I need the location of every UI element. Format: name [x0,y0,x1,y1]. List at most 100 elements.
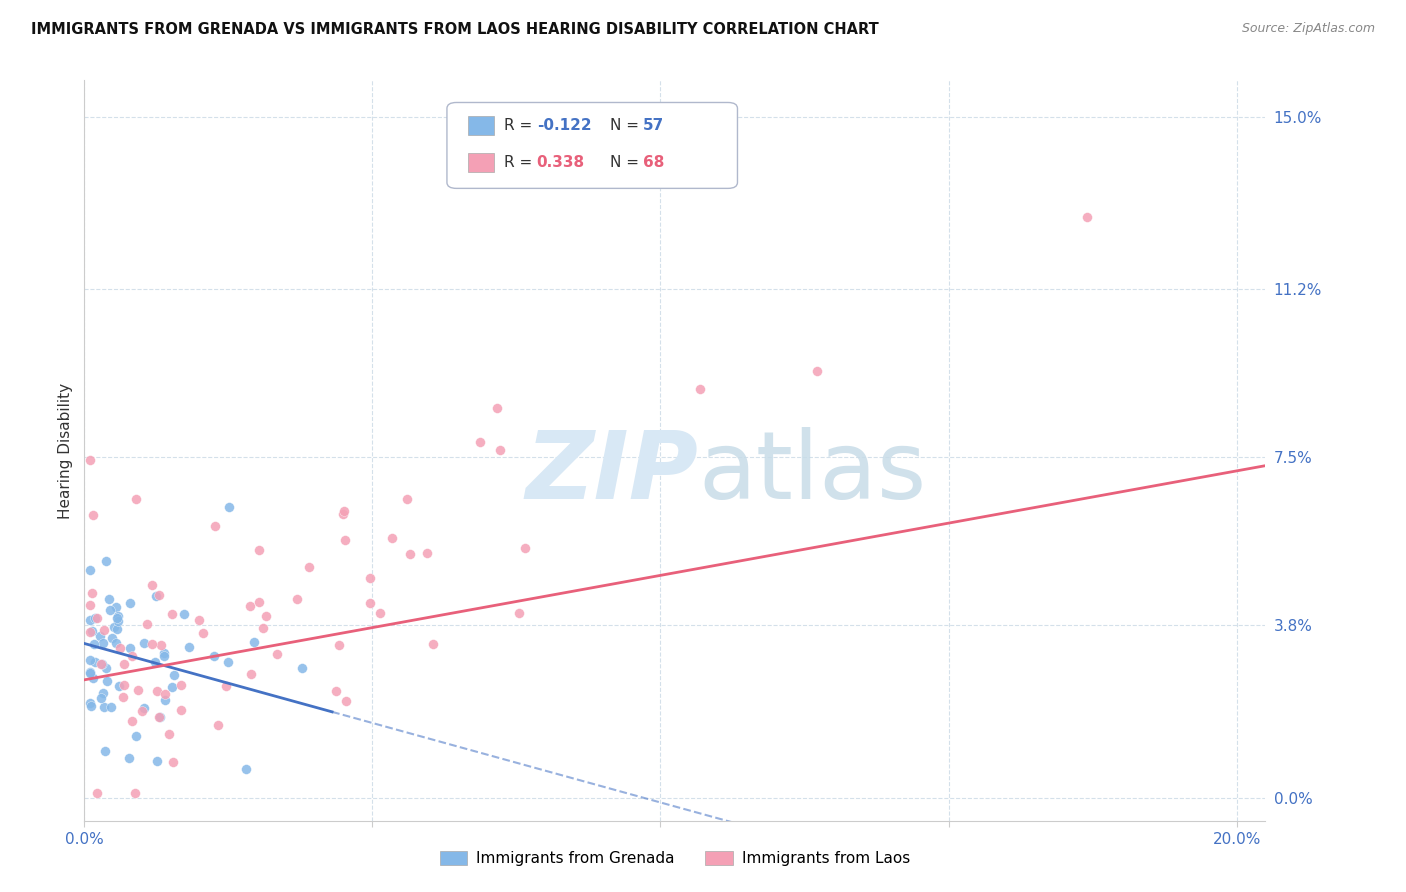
Point [689,382,711,396]
Point [152,646,174,660]
Point [508,606,530,620]
Point [89,629,111,643]
Legend: Immigrants from Grenada, Immigrants from Laos: Immigrants from Grenada, Immigrants from… [433,845,917,872]
Text: R =: R = [503,118,537,133]
Point [247,542,270,557]
Point [94,661,117,675]
Point [162,680,184,694]
Text: R =: R = [503,155,537,170]
Point [79,696,101,710]
Point [146,683,169,698]
Point [247,595,270,609]
Point [111,690,134,704]
Point [107,609,129,624]
FancyBboxPatch shape [447,103,738,188]
Point [325,684,347,698]
Point [124,786,146,800]
Point [335,533,357,548]
Point [489,442,512,457]
Point [153,687,176,701]
Point [149,709,172,723]
Point [416,546,439,560]
Point [110,640,132,655]
Point [79,665,101,679]
Point [105,611,128,625]
Point [328,638,350,652]
Point [96,674,118,689]
Text: IMMIGRANTS FROM GRENADA VS IMMIGRANTS FROM LAOS HEARING DISABILITY CORRELATION C: IMMIGRANTS FROM GRENADA VS IMMIGRANTS FR… [31,22,879,37]
Point [153,648,176,663]
Point [82,508,104,523]
Text: ZIP: ZIP [526,426,699,518]
Point [157,727,180,741]
Point [93,700,115,714]
Point [112,657,135,672]
Point [105,600,128,615]
Point [160,607,183,621]
Point [104,636,127,650]
Point [177,640,200,654]
Point [173,607,195,622]
Text: -0.122: -0.122 [537,118,592,133]
Point [422,637,444,651]
Point [90,657,112,671]
Point [135,616,157,631]
Point [285,592,308,607]
Text: N =: N = [610,118,644,133]
Text: 68: 68 [643,155,665,170]
Point [266,648,288,662]
Point [141,637,163,651]
Point [121,648,143,663]
Point [98,592,121,607]
Point [1076,210,1098,224]
Point [127,683,149,698]
Point [93,636,115,650]
Point [100,699,122,714]
Point [291,661,314,675]
Point [79,562,101,576]
Point [86,610,108,624]
FancyBboxPatch shape [468,116,494,135]
Point [153,692,176,706]
Point [79,598,101,612]
Point [80,586,103,600]
Point [125,491,148,506]
Point [335,694,357,708]
Point [359,596,381,610]
Point [254,608,277,623]
Point [101,631,124,645]
Point [93,624,115,638]
Point [94,554,117,568]
Point [359,571,381,585]
Text: 0.338: 0.338 [537,155,585,170]
Point [105,622,128,636]
Point [187,613,209,627]
Point [170,704,193,718]
Point [395,491,418,506]
Point [513,541,536,555]
Point [170,678,193,692]
Point [215,679,238,693]
Point [468,434,491,449]
Point [332,504,354,518]
Point [399,547,422,561]
Point [84,611,107,625]
Point [235,762,257,776]
Point [86,786,108,800]
Point [381,531,404,545]
Point [141,577,163,591]
Point [79,614,101,628]
Point [131,704,153,718]
Point [121,714,143,729]
Text: Source: ZipAtlas.com: Source: ZipAtlas.com [1241,22,1375,36]
Point [124,729,146,743]
Point [108,679,131,693]
Point [162,755,184,769]
Point [217,655,239,669]
Point [132,701,155,715]
Point [298,560,321,574]
Point [90,657,112,672]
Point [150,638,173,652]
Point [148,588,170,602]
Point [93,744,115,758]
